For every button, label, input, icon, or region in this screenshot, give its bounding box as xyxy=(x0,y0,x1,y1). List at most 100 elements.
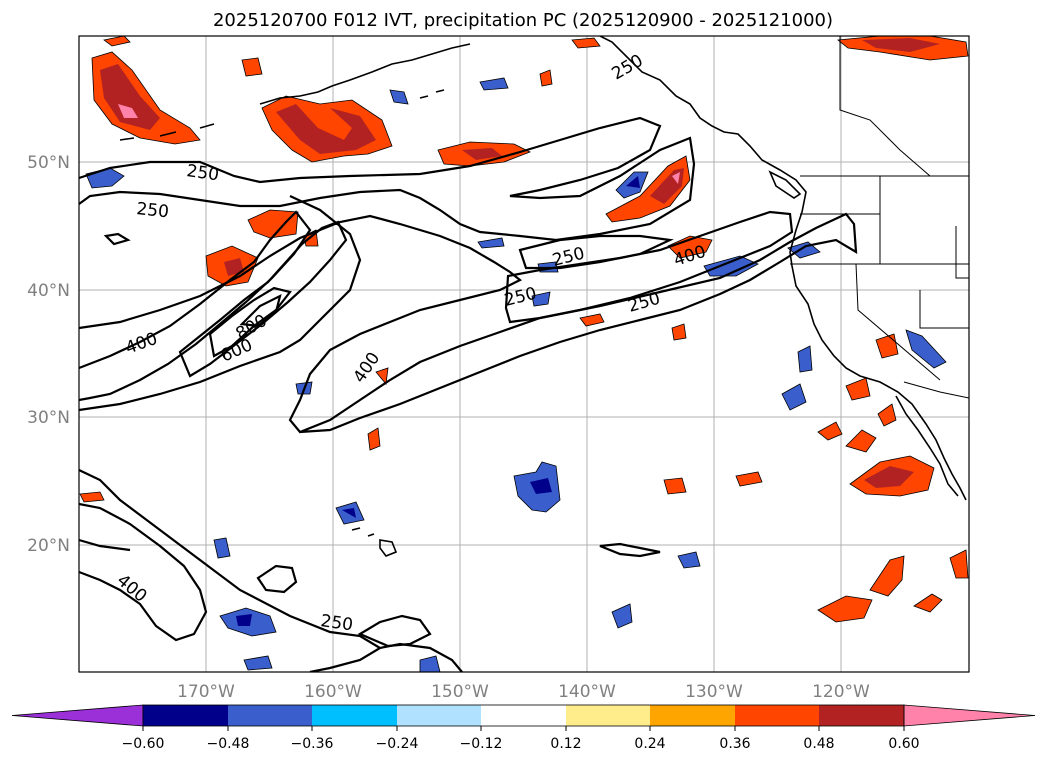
ivt-contour-600 xyxy=(208,286,292,358)
precip-area xyxy=(626,176,640,188)
precip-area xyxy=(864,466,914,488)
precip-area xyxy=(579,313,605,327)
precip-area xyxy=(781,383,807,411)
precip-area xyxy=(247,209,299,239)
coastline-baja xyxy=(895,395,959,497)
precip-area xyxy=(862,38,940,52)
precip-area xyxy=(241,57,263,77)
political-borders xyxy=(790,36,969,399)
precip-area xyxy=(100,64,160,130)
colorbar: −0.60 −0.48 −0.36 −0.24 −0.12 0.12 0.24 … xyxy=(11,704,1036,752)
map-frame xyxy=(78,35,970,673)
precip-area xyxy=(671,323,687,341)
precip-area xyxy=(905,329,947,369)
colorbar-tick-label: 0.36 xyxy=(719,736,750,752)
lon-label-120w: 120°W xyxy=(812,682,870,702)
coastline-hawaii xyxy=(351,527,398,557)
border-us-states xyxy=(790,176,969,381)
precip-area xyxy=(845,429,877,453)
ivt-contour-250 xyxy=(79,116,696,242)
ivt-contour-400-lower xyxy=(79,502,208,642)
colorbar-tick-label: 0.12 xyxy=(550,736,581,752)
colorbar-bin xyxy=(735,705,819,726)
colorbar-tick-label: −0.60 xyxy=(122,736,165,752)
precip-area xyxy=(797,345,813,373)
precip-area xyxy=(845,377,871,401)
precip-area xyxy=(672,172,680,184)
coastline-alaska-islands xyxy=(119,43,471,141)
ivt-contours xyxy=(79,116,858,672)
precip-area xyxy=(787,241,821,259)
precip-area xyxy=(869,555,905,597)
border-us-mexico xyxy=(903,381,969,399)
colorbar-extend-low xyxy=(11,704,144,727)
precip-area xyxy=(817,595,873,623)
precip-area xyxy=(79,491,105,503)
precip-area xyxy=(677,551,701,569)
precip-area xyxy=(367,427,381,451)
precip-area xyxy=(605,155,691,223)
colorbar-tick-label: −0.24 xyxy=(376,736,419,752)
precip-area xyxy=(342,508,356,518)
precip-area xyxy=(611,603,633,629)
colorbar-frame xyxy=(142,704,905,727)
ivt-contour-250-wide xyxy=(79,195,858,672)
precip-area xyxy=(530,478,552,494)
precip-area xyxy=(479,77,509,91)
contour-label: 250 xyxy=(135,199,169,222)
coastline-vancouver xyxy=(768,170,802,199)
ivt-contour-mid-south xyxy=(357,542,661,648)
precip-area xyxy=(224,258,244,276)
precip-area xyxy=(539,69,553,87)
lat-label-40: 40°N xyxy=(27,281,70,301)
precip-area xyxy=(236,614,252,626)
colorbar-bin xyxy=(228,705,312,726)
colorbar-bin xyxy=(312,705,397,726)
precip-area xyxy=(103,36,131,47)
colorbar-bin xyxy=(481,705,566,726)
precip-area xyxy=(663,477,687,495)
colorbar-tick-label: 0.48 xyxy=(803,736,834,752)
precip-area xyxy=(118,104,138,118)
latitude-labels: 50°N 40°N 30°N 20°N xyxy=(27,153,70,556)
colorbar-tick-labels: −0.60 −0.48 −0.36 −0.24 −0.12 0.12 0.24 … xyxy=(122,736,920,752)
precip-area xyxy=(276,104,376,154)
ivt-contour-400 xyxy=(79,210,312,402)
precip-area xyxy=(477,237,505,249)
colorbar-tick-label: 0.60 xyxy=(888,736,919,752)
precip-area xyxy=(949,549,969,579)
ivt-contour-400-loop xyxy=(256,564,298,594)
lon-label-140w: 140°W xyxy=(558,682,616,702)
colorbar-ticks xyxy=(142,726,905,731)
colorbar-bin xyxy=(397,705,481,726)
lat-label-30: 30°N xyxy=(27,408,70,428)
figure-title: 2025120700 F012 IVT, precipitation PC (2… xyxy=(213,10,833,31)
colorbar-extend-high xyxy=(903,704,1036,727)
lat-label-20: 20°N xyxy=(27,536,70,556)
colorbar-bin xyxy=(566,705,650,726)
lat-label-50: 50°N xyxy=(27,153,70,173)
colorbar-tick-label: 0.24 xyxy=(634,736,665,752)
precip-area xyxy=(243,655,273,671)
contour-label: 250 xyxy=(185,161,220,185)
border-alaska-canada xyxy=(839,36,931,177)
ivt-contour-250-mid xyxy=(518,234,674,270)
colorbar-bin xyxy=(143,705,228,726)
lon-label-130w: 130°W xyxy=(685,682,743,702)
colorbar-tick-label: −0.12 xyxy=(460,736,503,752)
colorbar-bin xyxy=(819,705,904,726)
lon-label-160w: 160°W xyxy=(304,682,362,702)
precip-area xyxy=(703,255,759,277)
longitude-labels: 170°W 160°W 150°W 140°W 130°W 120°W xyxy=(177,682,870,702)
precip-negative-areas xyxy=(85,77,947,672)
precip-area xyxy=(531,291,551,307)
precip-area xyxy=(389,89,409,105)
lon-label-150w: 150°W xyxy=(431,682,489,702)
precip-area xyxy=(877,403,897,427)
precip-area xyxy=(667,235,713,259)
precip-area xyxy=(735,471,763,487)
colorbar-tick-label: −0.36 xyxy=(291,736,334,752)
precip-area xyxy=(913,593,943,613)
precip-area xyxy=(817,421,843,441)
